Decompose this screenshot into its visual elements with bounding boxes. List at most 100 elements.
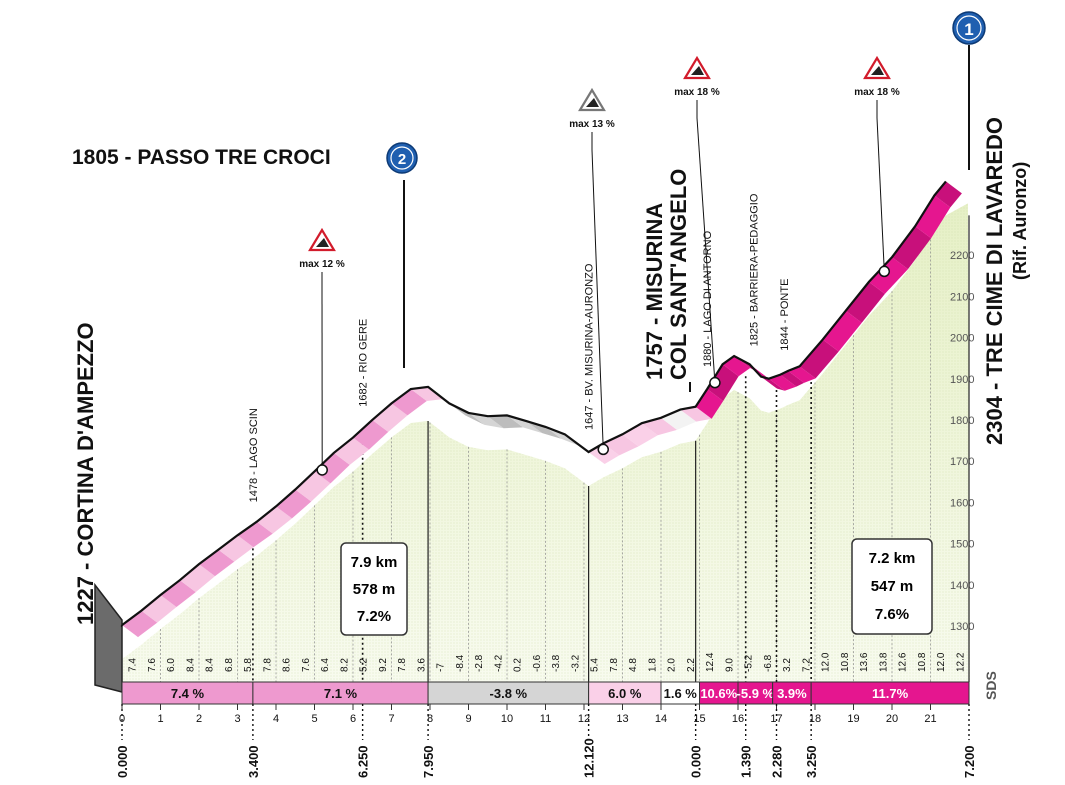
altitude-tick: 2200 (950, 250, 974, 262)
km-grade-value: 10.8 (917, 652, 928, 672)
km-tick-label: 20 (886, 713, 898, 725)
profile-area-texture (122, 203, 970, 682)
km-grade-value: 7.8 (397, 658, 408, 672)
split-label: 0.000 (115, 745, 130, 778)
altitude-tick: 1600 (950, 497, 974, 509)
km-tick-label: 4 (273, 713, 279, 725)
km-grade-value: 12.6 (898, 652, 909, 672)
summary-right-grade: 7.6% (875, 606, 909, 623)
road-band-segment (868, 257, 908, 294)
climb-markers: max 12 % max 13 % max 18 % max 18 % (299, 55, 900, 476)
split-label: 12.120 (582, 738, 597, 778)
road-band-segment (391, 389, 427, 416)
km-grade-value: 12.0 (936, 652, 947, 672)
road-band-segment (122, 610, 158, 638)
km-grade-value: 7.8 (609, 658, 620, 672)
grade-segment-label: 10.6% (700, 686, 737, 701)
altitude-tick: 1400 (950, 580, 974, 592)
road-band-segment (333, 437, 369, 465)
km-grade-value: 13.6 (859, 652, 870, 672)
split-label: 2.280 (770, 745, 785, 778)
road-band-segment (295, 471, 331, 502)
road-band-segment (707, 364, 739, 401)
km-grade-value: 3.2 (782, 658, 793, 672)
split-label: 7.950 (421, 745, 436, 778)
km-tick-label: 9 (465, 713, 471, 725)
road-band-segment (526, 421, 562, 439)
road-band-segment (372, 403, 408, 432)
summary-left-grade: 7.2% (357, 608, 391, 625)
km-grade-value: 12.2 (955, 652, 966, 672)
waypoint-label: 1682 - RIO GERE (358, 319, 370, 407)
km-tick-label: 11 (540, 713, 551, 725)
km-grade-value: 8.4 (205, 658, 216, 672)
road-band-segment (722, 356, 751, 377)
km-tick-label: 15 (693, 713, 705, 725)
climb-marker-icon (691, 66, 704, 75)
km-grade-value: 6.4 (320, 658, 331, 672)
finish-badge: 1 (952, 11, 986, 45)
km-grade-value: 4.8 (628, 658, 639, 672)
grade-segment-label: 7.4 % (171, 686, 205, 701)
summary-left-gain: 578 m (353, 581, 396, 598)
km-tick-label: 14 (655, 713, 667, 725)
waypoint-label: 1647 - BV. MISURINA-AURONZO (584, 263, 596, 430)
km-grade-value: -8.4 (455, 654, 466, 672)
road-band-segment (179, 564, 215, 593)
road-band-segment (845, 281, 885, 323)
km-grade-value: -0.6 (532, 654, 543, 672)
grade-segment-label: -5.9 % (737, 686, 775, 701)
summary-right-gain: 547 m (871, 578, 914, 595)
km-tick-label: 12 (578, 713, 590, 725)
grade-segment-label: -3.8 % (490, 686, 528, 701)
km-tick-label: 21 (924, 713, 936, 725)
climb-marker-label: max 13 % (569, 119, 615, 130)
km-tick-label: 13 (616, 713, 628, 725)
brand-logo: SDS (983, 671, 999, 700)
split-label: 1.390 (739, 745, 754, 778)
km-axis: 0123456789101112131415161718192021 (119, 703, 969, 725)
climb-marker-icon (871, 66, 884, 75)
road-band-segment (314, 452, 350, 484)
km-grade-value: 8.4 (185, 658, 196, 672)
km-tick-label: 16 (732, 713, 744, 725)
km-tick-label: 5 (311, 713, 317, 725)
km-grade-value: 3.6 (416, 658, 427, 672)
km-grade-value: 6.0 (166, 658, 177, 672)
altitude-tick: 1300 (950, 621, 974, 633)
split-label: 6.250 (356, 745, 371, 778)
km-grade-value: -3.2 (570, 654, 581, 672)
climb-marker-icon (316, 238, 329, 247)
road-band-segment (487, 415, 523, 429)
split-labels: 0.000 3.400 6.250 7.950 12.120 0.000 1.390 2.28… (115, 704, 977, 778)
km-tick-label: 3 (234, 713, 240, 725)
road-band-segment (199, 549, 235, 577)
km-grade-value: -7 (436, 663, 447, 672)
summary-left-distance: 7.9 km (351, 554, 398, 571)
road-band-segment (761, 376, 785, 391)
altitude-tick: 2100 (950, 291, 974, 303)
finish-title-line1: 2304 - TRE CIME DI LAVAREDO (982, 117, 1007, 445)
finish-title-line2: (Rif. Auronzo) (1010, 162, 1030, 280)
road-band-segment (141, 595, 177, 623)
km-grade-value: 8.2 (339, 658, 350, 672)
road-band-segment (545, 426, 581, 447)
km-grade-value: 5.4 (590, 658, 601, 672)
grade-segment-label: 3.9% (777, 686, 807, 701)
grade-segment-label: 7.1 % (324, 686, 358, 701)
grade-segment-label: 1.6 % (664, 686, 698, 701)
km-grade-value: 7.6 (301, 658, 312, 672)
km-grade-value: 7.4 (128, 658, 139, 672)
km-grade-value: -4.2 (493, 654, 504, 672)
km-tick-label: 7 (388, 713, 394, 725)
split-label: 3.250 (804, 745, 819, 778)
climb-marker-label: max 12 % (299, 259, 345, 270)
road-band-segment (768, 374, 797, 391)
km-grade-value: 2.0 (667, 658, 678, 672)
km-grade-value: 12.4 (705, 652, 716, 672)
misurina-title-line1: 1757 - MISURINA (642, 203, 667, 380)
km-tick-label: 10 (501, 713, 513, 725)
pass-title: 1805 - PASSO TRE CROCI (72, 146, 331, 169)
road-band-segment (641, 417, 677, 436)
